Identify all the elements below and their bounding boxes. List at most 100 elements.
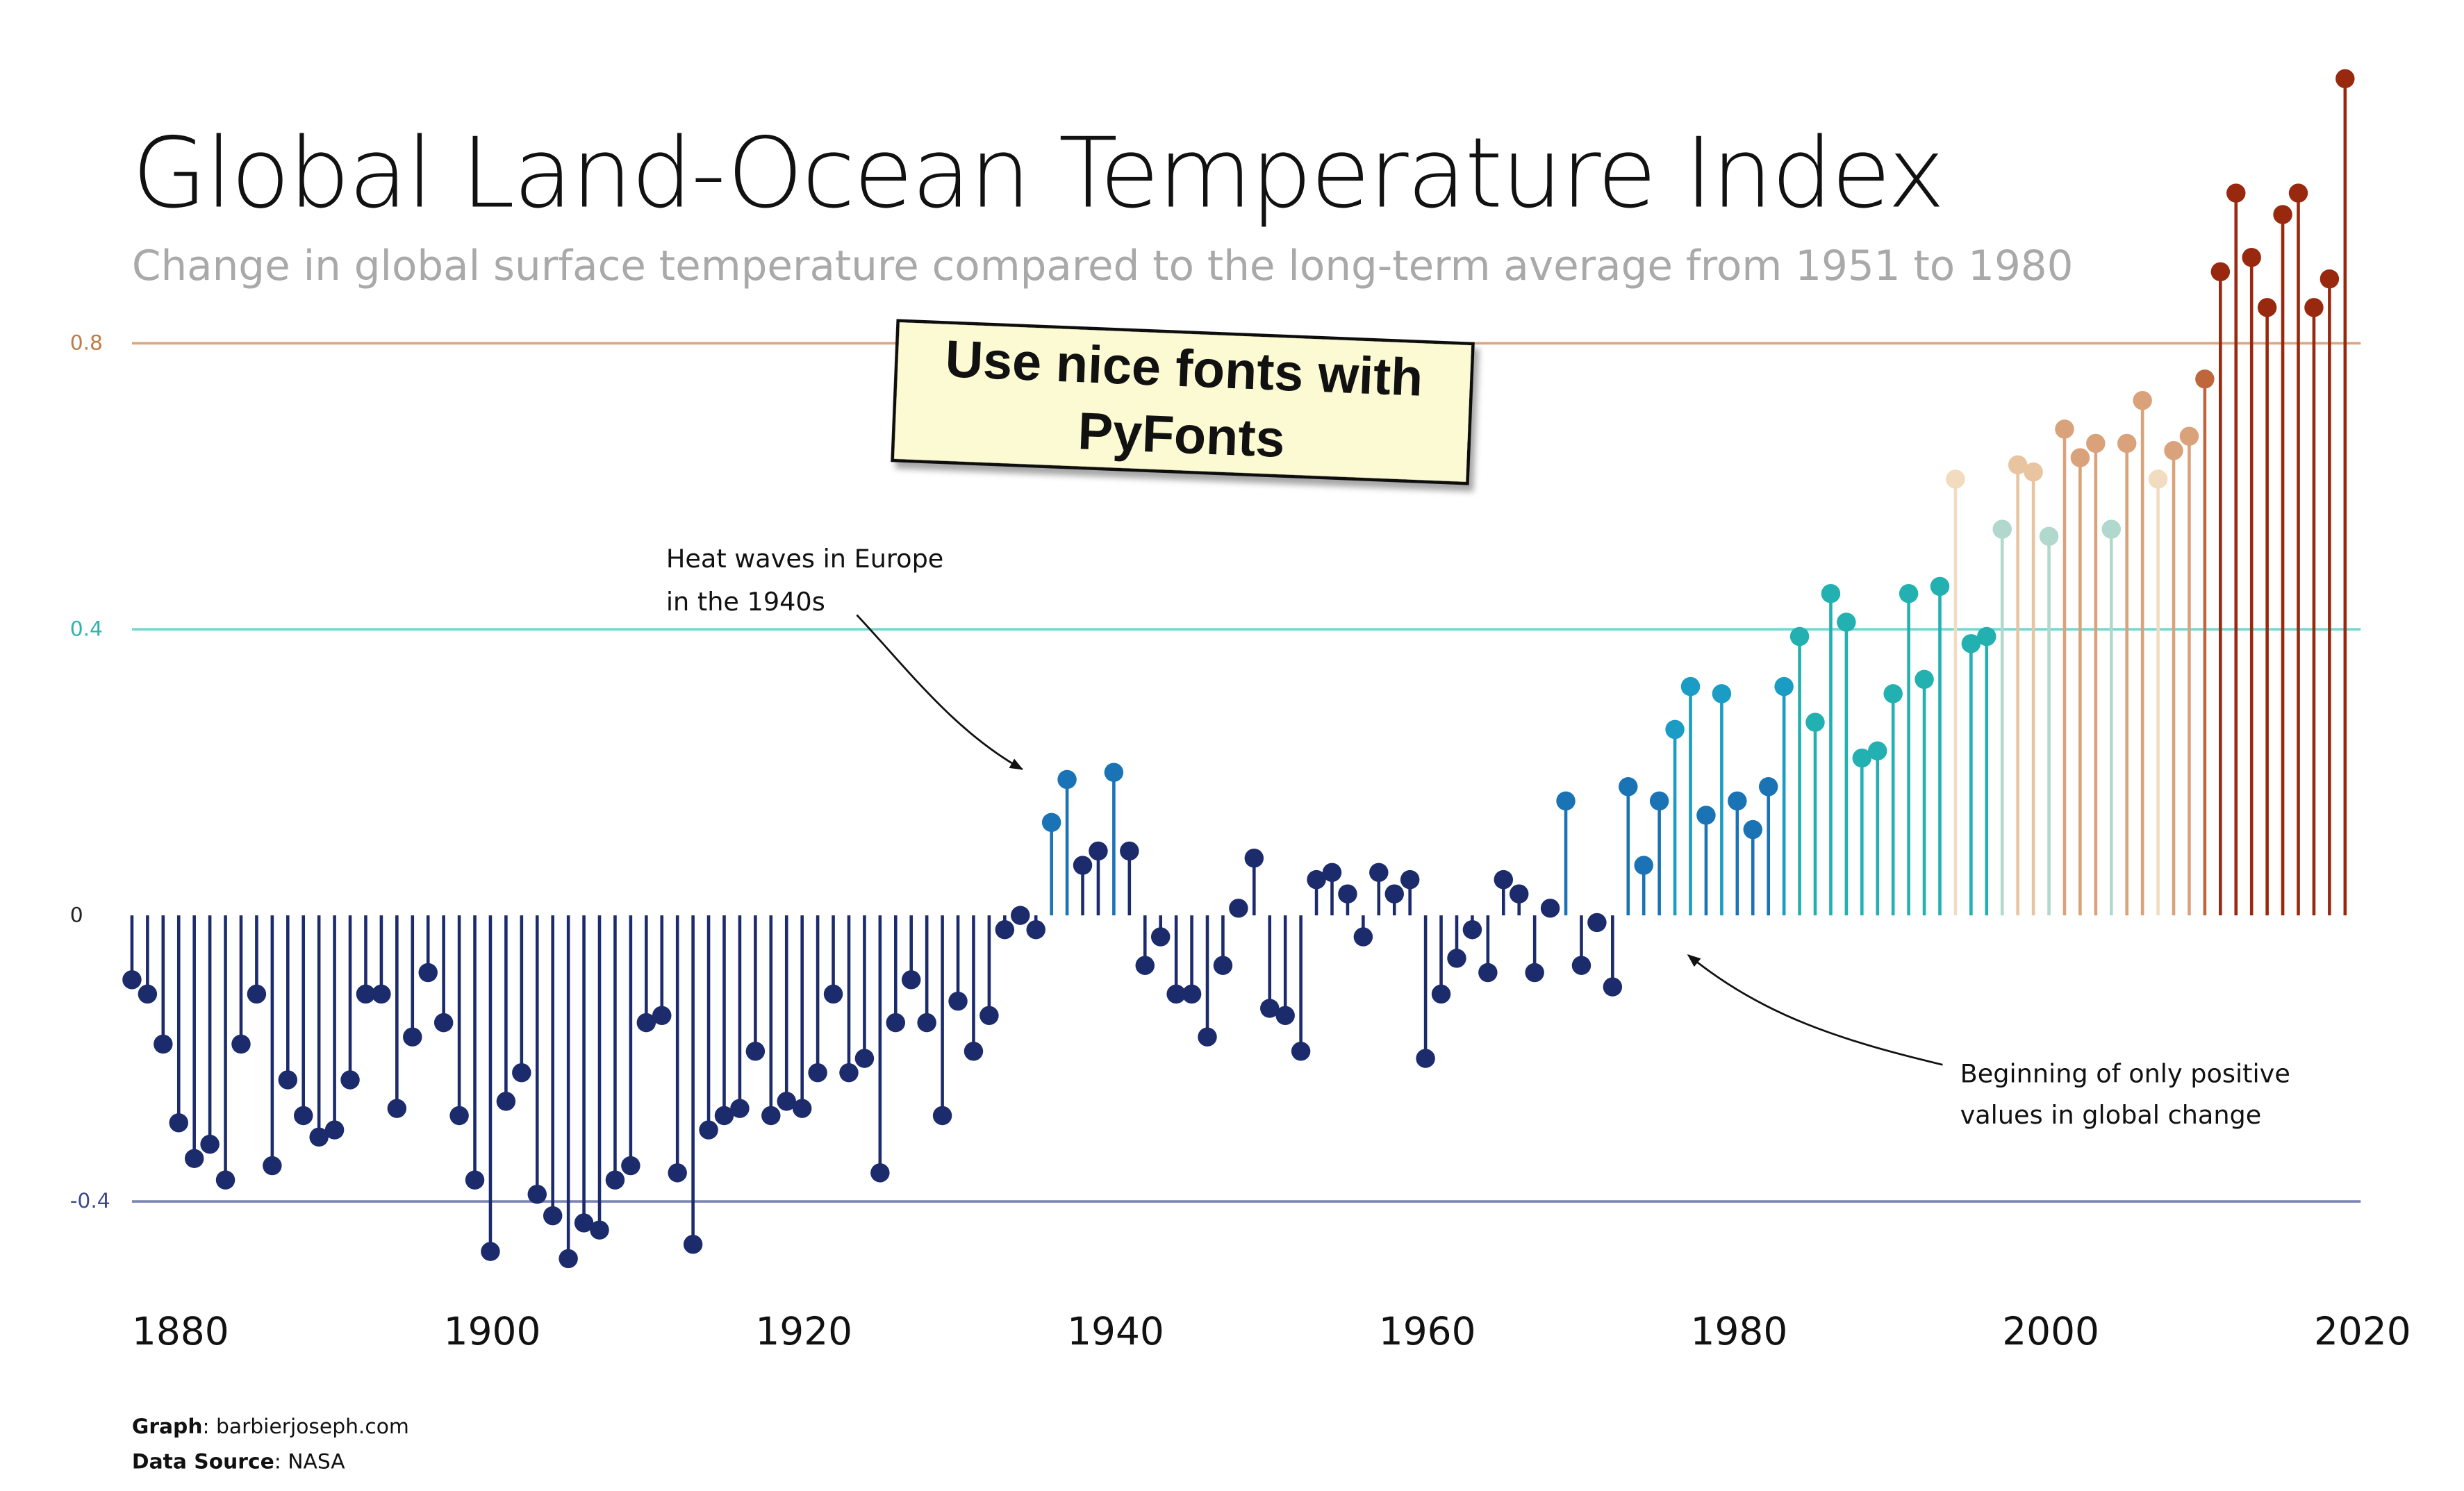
dot [387,1099,407,1118]
dot [340,1070,360,1090]
dot [1198,1027,1217,1047]
dot [1011,906,1030,925]
dot [263,1156,282,1176]
dot [356,984,376,1004]
dot [1509,884,1529,903]
dot [1447,949,1466,968]
dot [1182,984,1202,1004]
dot [2257,298,2277,317]
dot [1805,713,1825,732]
dot [1369,863,1389,883]
dot [1166,984,1186,1004]
dot [169,1113,188,1133]
dot [2024,462,2043,482]
dot [2070,448,2090,467]
credit: Data Source: NASA [132,1449,345,1474]
dot [714,1106,734,1126]
dot [184,1149,204,1168]
dot [2335,69,2355,89]
dot [122,970,142,990]
x-tick-label: 1980 [1691,1309,1788,1353]
x-tick-label: 1900 [444,1309,541,1353]
dot [979,1006,999,1026]
dot [2242,248,2261,267]
dot [1868,741,1887,761]
dot [1680,676,1701,697]
dot [200,1134,220,1154]
dot [403,1027,422,1047]
dot [574,1213,594,1233]
dot [1026,919,1045,940]
y-tick-label: 0.8 [70,331,103,355]
marks [122,69,2355,1269]
chart-subtitle: Change in global surface temperature com… [132,242,2074,290]
x-tick-label: 1880 [132,1309,229,1353]
dot [964,1042,984,1061]
y-tick-label: -0.4 [70,1189,110,1213]
dot [1213,956,1233,975]
dot [2008,455,2028,475]
dot [247,984,267,1004]
dot [465,1170,485,1190]
dot [1260,999,1280,1018]
dot [1525,963,1544,983]
dot [1041,813,1061,832]
dot [590,1220,609,1240]
dot [932,1106,952,1126]
dot [154,1034,173,1054]
dot [449,1106,469,1126]
dot [1244,849,1264,868]
dot [231,1034,251,1054]
credit-text: : barbierjoseph.com [203,1415,409,1439]
dot [1073,856,1093,875]
annotation: Beginning of only positive values in glo… [1687,954,2290,1130]
dot [1634,856,1653,875]
y-tick-label: 0.4 [70,617,103,641]
dot [1665,719,1685,740]
x-tick-label: 1960 [1379,1309,1476,1353]
dot [1150,927,1171,947]
dot [839,1063,859,1083]
dot [1837,613,1856,632]
dot [1712,684,1732,703]
dot [808,1063,827,1083]
dot [1758,777,1778,797]
dot [1275,1006,1295,1026]
dot [636,1013,656,1033]
dot [1930,576,1950,597]
x-tick-label: 2000 [2002,1309,2099,1353]
dot [1462,919,1482,940]
annotation-line: in the 1940s [666,587,825,617]
dot [1353,927,1373,947]
dot [1852,748,1872,768]
dot [2288,183,2308,203]
dot [668,1163,687,1183]
grid: -0.4 0 0.4 0.8 1880 1900 1920 1940 1960 1980 2000 2… [70,331,2411,1353]
x-tick-label: 1920 [755,1309,852,1353]
dot [1307,869,1326,890]
dot [1587,913,1607,933]
dot [324,1120,345,1140]
x-tick-label: 1940 [1067,1309,1164,1353]
dot [1338,884,1357,903]
dot [2164,441,2183,460]
dot [995,919,1015,940]
dot [1946,469,1965,489]
x-tick-label: 2020 [2314,1309,2411,1353]
dot [1494,869,1514,890]
dot [1057,769,1077,790]
dot [901,970,921,990]
dot [215,1170,235,1190]
chart-title: Global Land-Ocean Temperature Index [132,117,1944,230]
dot [1478,963,1498,983]
dot [2210,262,2231,282]
y-tick-label: 0 [70,903,83,927]
dot [605,1170,625,1190]
annotation-line: Heat waves in Europe [666,544,944,574]
dot [2273,205,2292,224]
dot [1229,899,1248,918]
dot [559,1249,578,1269]
dot [886,1013,906,1033]
dot [2133,390,2152,410]
